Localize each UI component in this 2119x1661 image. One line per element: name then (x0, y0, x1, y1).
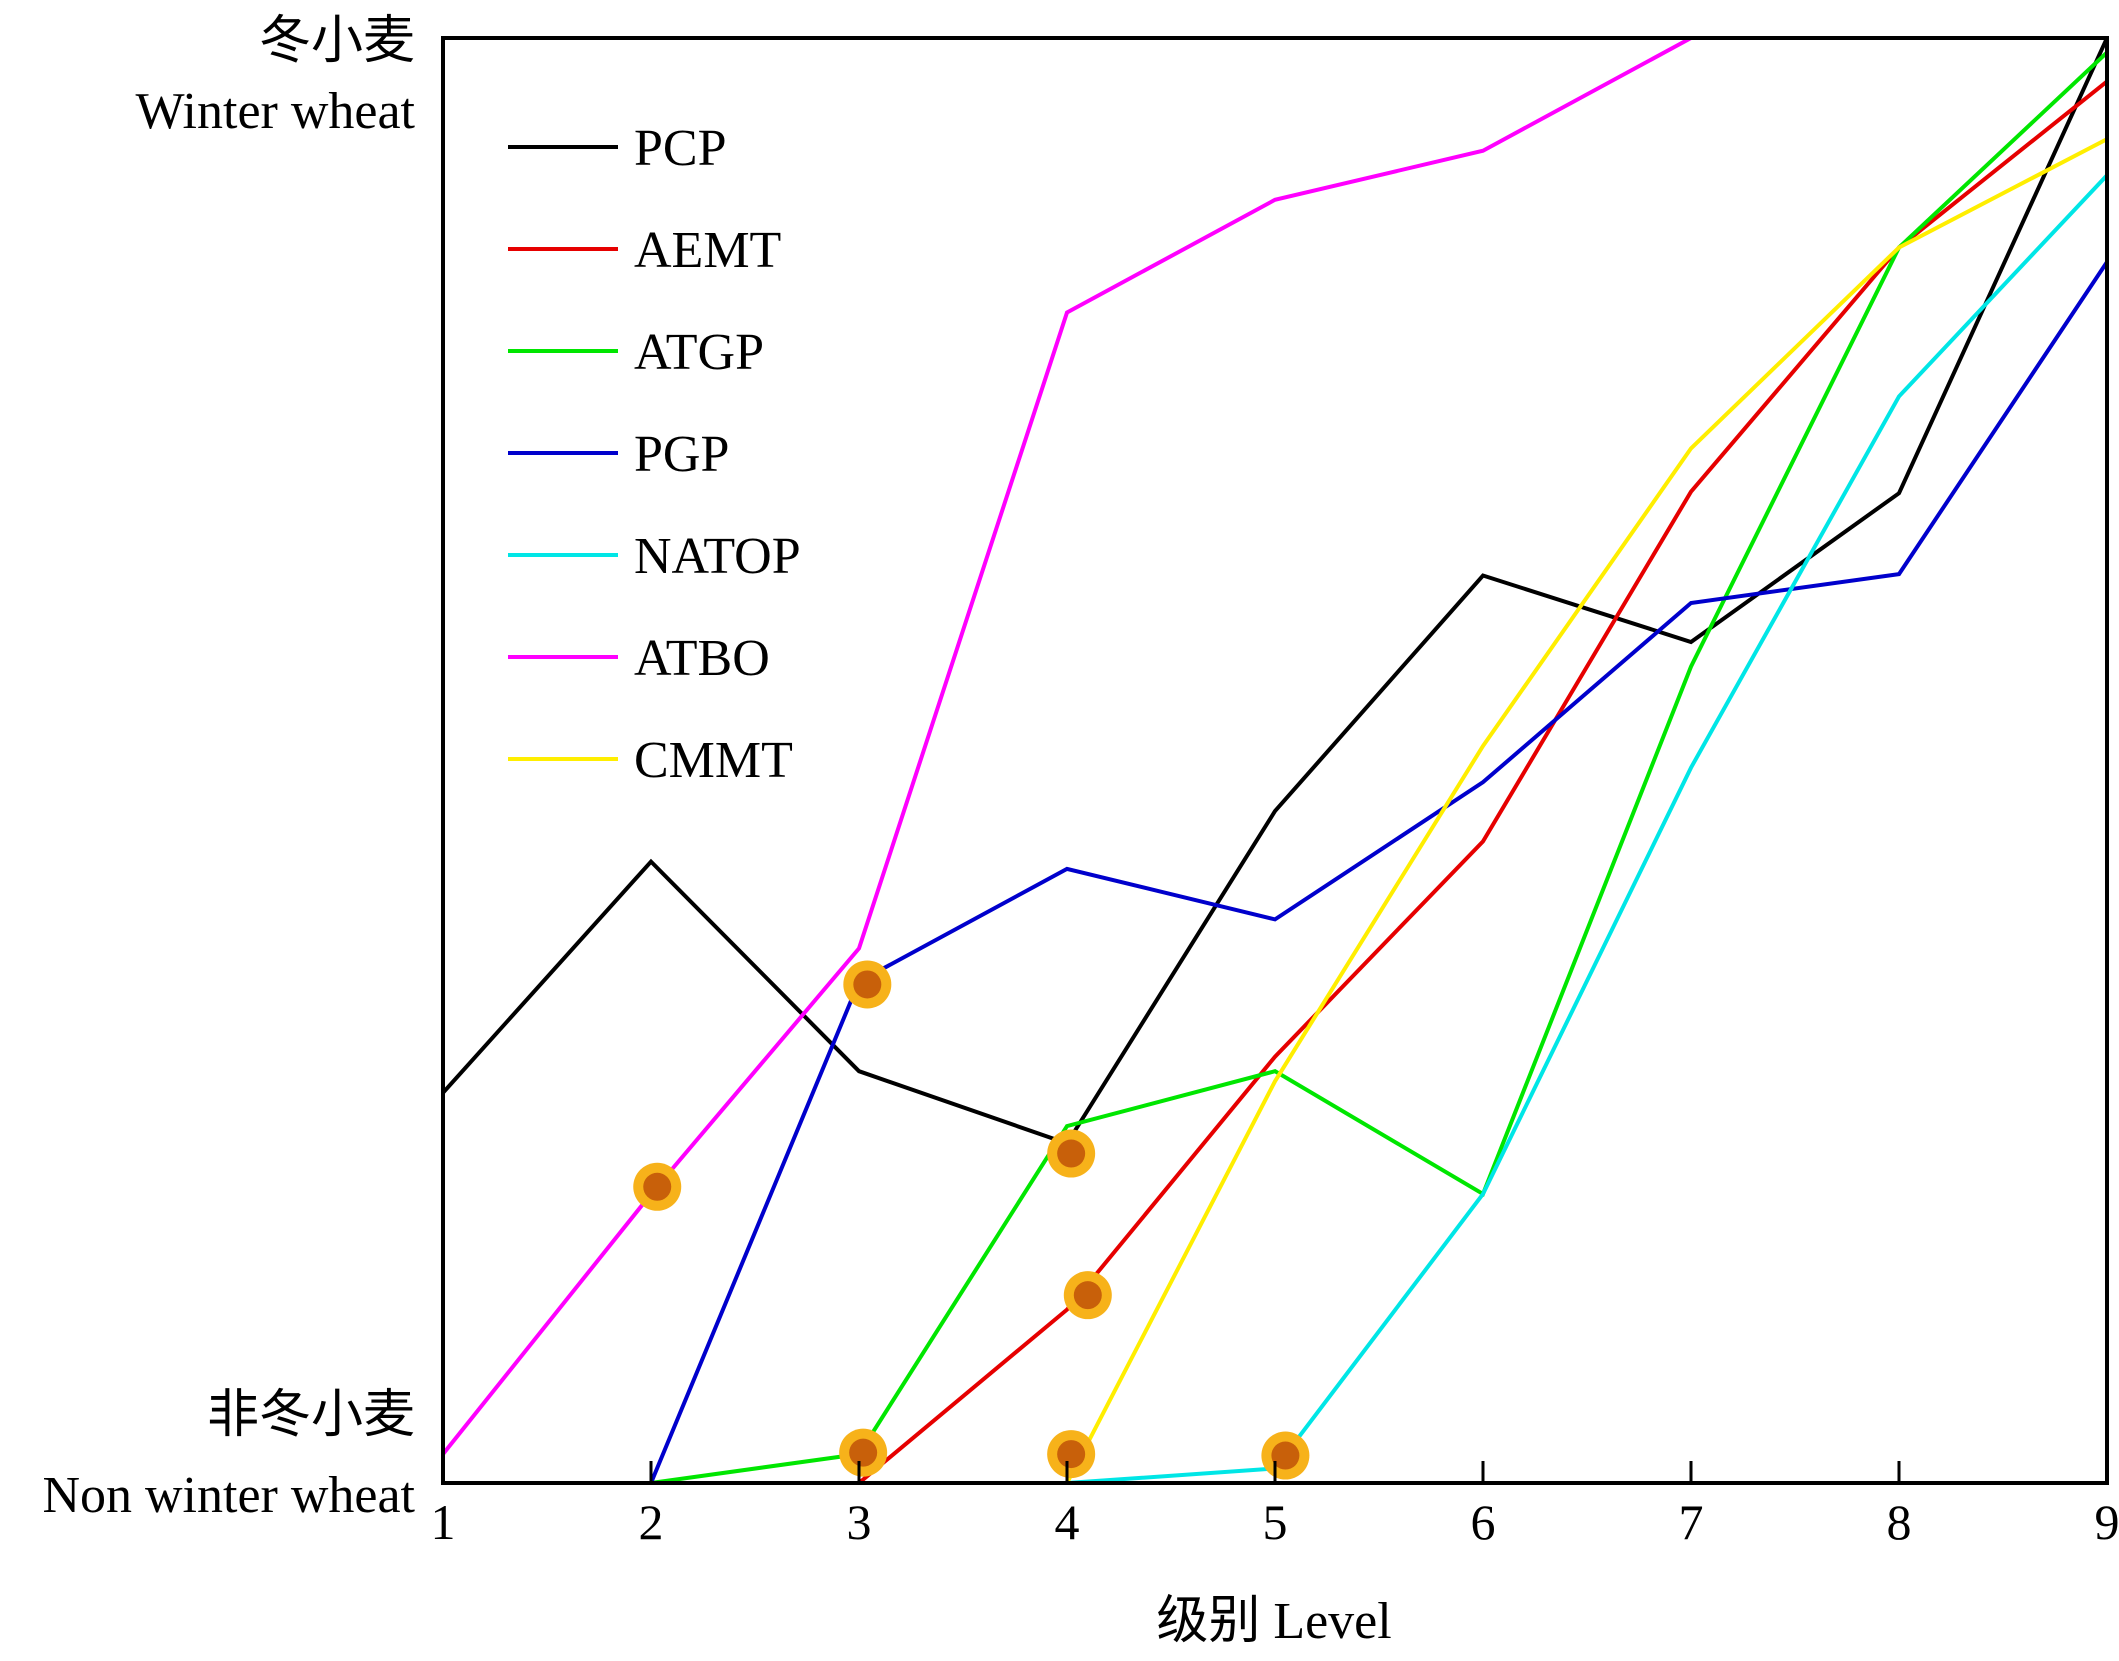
highlight-marker (1047, 1130, 1095, 1178)
y-bottom-label-en: Non winter wheat (42, 1467, 415, 1524)
y-bottom-label-cn: 非冬小麦 (207, 1387, 415, 1444)
legend-item-atgp: ATGP (508, 324, 764, 381)
series-line-atgp (651, 53, 2107, 1484)
series-line-pcp (443, 38, 2107, 1143)
x-tick-label: 5 (1263, 1494, 1288, 1550)
x-tick-label: 2 (639, 1494, 664, 1550)
x-tick-label: 3 (847, 1494, 872, 1550)
legend-item-pgp: PGP (508, 426, 729, 483)
highlight-markers (633, 960, 1309, 1479)
highlight-marker (1064, 1271, 1112, 1319)
x-tick-label: 8 (1887, 1494, 1912, 1550)
legend-item-pcp: PCP (508, 120, 727, 177)
legend-label: NATOP (634, 528, 801, 585)
y-top-label-en: Winter wheat (136, 83, 416, 140)
legend: PCP AEMT ATGP PGP NATOP ATBO CMMT (508, 120, 801, 789)
x-axis-ticks: 1 2 3 4 5 6 7 8 9 (431, 1461, 2119, 1550)
x-tick-label: 7 (1679, 1494, 1704, 1550)
legend-label: PCP (634, 120, 727, 177)
series-line-atbo (443, 38, 1691, 1454)
y-top-label-cn: 冬小麦 (259, 13, 415, 70)
x-tick-label: 1 (431, 1494, 456, 1550)
highlight-marker (1261, 1432, 1309, 1480)
highlight-marker (839, 1429, 887, 1477)
legend-label: AEMT (634, 222, 781, 279)
highlight-marker (1047, 1430, 1095, 1478)
x-tick-label: 4 (1055, 1494, 1080, 1550)
legend-item-atbo: ATBO (508, 630, 770, 687)
x-tick-label: 6 (1471, 1494, 1496, 1550)
legend-item-natop: NATOP (508, 528, 801, 585)
highlight-marker (633, 1163, 681, 1211)
x-axis-title: 级别 Level (1156, 1593, 1391, 1650)
legend-label: PGP (634, 426, 729, 483)
series-line-pgp (651, 262, 2107, 1483)
legend-label: ATBO (634, 630, 770, 687)
series-line-natop (1067, 175, 2107, 1483)
series-line-cmmt (859, 139, 2107, 1483)
legend-item-aemt: AEMT (508, 222, 781, 279)
legend-label: CMMT (634, 732, 793, 789)
highlight-marker (843, 960, 891, 1008)
x-tick-label: 9 (2095, 1494, 2119, 1550)
legend-item-cmmt: CMMT (508, 732, 793, 789)
legend-label: ATGP (634, 324, 764, 381)
